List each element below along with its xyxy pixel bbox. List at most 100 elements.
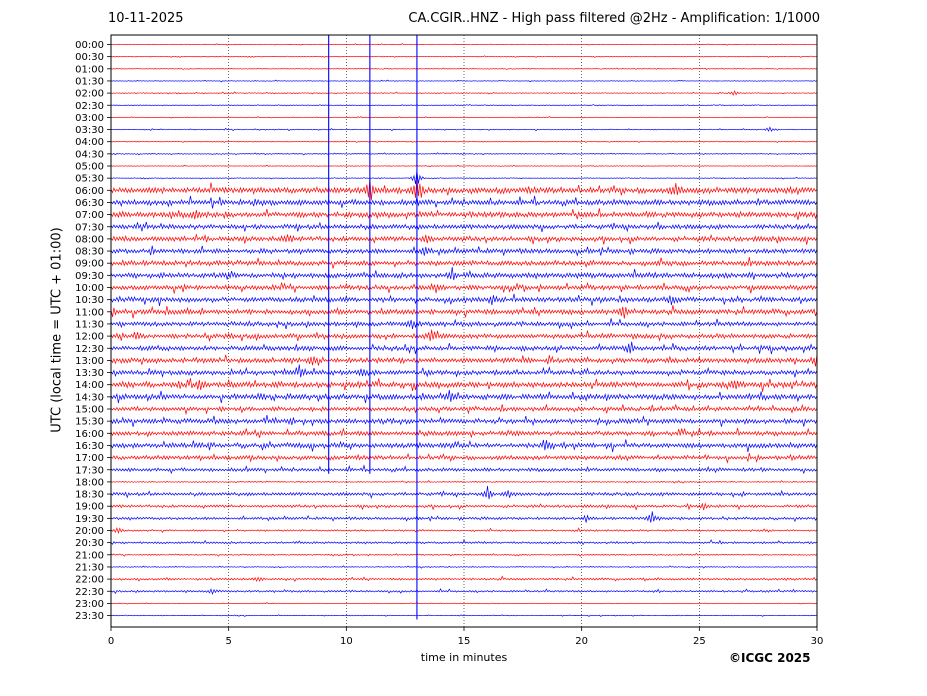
- trace-row: [110, 502, 818, 511]
- trace-row: [110, 511, 818, 523]
- y-tick-label: 12:00: [75, 332, 104, 343]
- y-tick-label: 13:00: [75, 356, 104, 367]
- y-tick-label: 06:30: [75, 198, 104, 209]
- trace-row: [110, 318, 818, 330]
- x-tick-label: 10: [340, 636, 353, 647]
- y-tick-label: 01:30: [75, 76, 104, 87]
- trace-row: [110, 152, 818, 156]
- x-tick-label: 25: [693, 636, 706, 647]
- plot-frame: [110, 34, 818, 628]
- y-tick-label: 10:00: [75, 283, 104, 294]
- trace-row: [110, 208, 818, 221]
- y-tick-label: 11:00: [75, 307, 104, 318]
- trace-row: [110, 364, 818, 378]
- y-tick-label: 09:00: [75, 259, 104, 270]
- trace-row: [110, 126, 818, 132]
- y-tick-label: 22:30: [75, 587, 104, 598]
- trace-row: [110, 602, 818, 605]
- y-tick-label: 01:00: [75, 64, 104, 75]
- y-tick-label: 09:30: [75, 271, 104, 282]
- y-tick-label: 02:30: [75, 101, 104, 112]
- trace-row: [110, 480, 818, 484]
- y-tick-label: 16:30: [75, 441, 104, 452]
- y-tick-label: 20:30: [75, 538, 104, 549]
- trace-row: [110, 266, 818, 281]
- y-tick-label: 04:30: [75, 149, 104, 160]
- trace-row: [110, 67, 818, 70]
- trace-layer: [110, 43, 818, 617]
- y-tick-label: 19:30: [75, 514, 104, 525]
- trace-row: [110, 79, 818, 83]
- trace-row: [110, 177, 818, 201]
- trace-row: [110, 427, 818, 438]
- trace-row: [110, 485, 818, 500]
- trace-row: [110, 527, 818, 534]
- trace-row: [110, 552, 818, 557]
- y-tick-label: 05:30: [75, 174, 104, 185]
- y-tick-label: 23:30: [75, 611, 104, 622]
- trace-row: [110, 90, 818, 96]
- y-tick-label: 18:00: [75, 477, 104, 488]
- y-tick-label: 03:30: [75, 125, 104, 136]
- trace-row: [110, 257, 818, 269]
- trace-row: [110, 539, 818, 546]
- trace-row: [110, 140, 818, 143]
- trace-row: [110, 614, 818, 617]
- trace-row: [110, 55, 818, 58]
- trace-row: [110, 452, 818, 464]
- spike-layer: [328, 35, 418, 620]
- trace-row: [110, 43, 818, 46]
- trace-row: [110, 390, 818, 404]
- y-tick-label: 17:00: [75, 453, 104, 464]
- trace-row: [110, 329, 818, 343]
- trace-row: [110, 377, 818, 392]
- date-label: 10-11-2025: [108, 11, 184, 26]
- y-tick-label: 04:00: [75, 137, 104, 148]
- y-tick-label: 05:00: [75, 162, 104, 173]
- trace-row: [110, 170, 818, 185]
- y-tick-label: 18:30: [75, 490, 104, 501]
- grid-layer: [228, 35, 700, 627]
- y-tick-label: 20:00: [75, 526, 104, 537]
- x-tick-label: 20: [575, 636, 588, 647]
- y-tick-label: 14:00: [75, 380, 104, 391]
- y-tick-label: 17:30: [75, 465, 104, 476]
- y-tick-label: 22:00: [75, 575, 104, 586]
- y-tick-label: 07:30: [75, 222, 104, 233]
- y-tick-label: 10:30: [75, 295, 104, 306]
- x-tick-label: 0: [108, 636, 114, 647]
- y-tick-label: 02:00: [75, 89, 104, 100]
- trace-row: [110, 245, 818, 257]
- x-tick-label: 5: [225, 636, 231, 647]
- x-axis-label: time in minutes: [420, 651, 508, 664]
- trace-row: [110, 103, 818, 107]
- trace-row: [110, 403, 818, 416]
- trace-row: [110, 341, 818, 355]
- trace-row: [110, 565, 818, 569]
- y-tick-label: 00:30: [75, 52, 104, 63]
- trace-row: [110, 195, 818, 209]
- trace-row: [110, 164, 818, 168]
- y-tick-label: 21:30: [75, 562, 104, 573]
- trace-row: [110, 588, 818, 595]
- y-tick-label: 07:00: [75, 210, 104, 221]
- trace-row: [110, 415, 818, 427]
- trace-row: [110, 305, 818, 319]
- trace-row: [110, 575, 818, 583]
- trace-row: [110, 464, 818, 475]
- y-tick-label: 15:30: [75, 417, 104, 428]
- trace-row: [110, 439, 818, 453]
- y-tick-label: 08:30: [75, 247, 104, 258]
- trace-row: [110, 293, 818, 306]
- y-tick-label: 03:00: [75, 113, 104, 124]
- trace-row: [110, 221, 818, 233]
- trace-row: [110, 281, 818, 294]
- copyright-label: ©ICGC 2025: [729, 651, 811, 665]
- y-tick-label: 15:00: [75, 405, 104, 416]
- y-tick-label: 08:00: [75, 234, 104, 245]
- y-tick-label: 19:00: [75, 502, 104, 513]
- trace-row: [110, 233, 818, 245]
- y-tick-label: 21:00: [75, 550, 104, 561]
